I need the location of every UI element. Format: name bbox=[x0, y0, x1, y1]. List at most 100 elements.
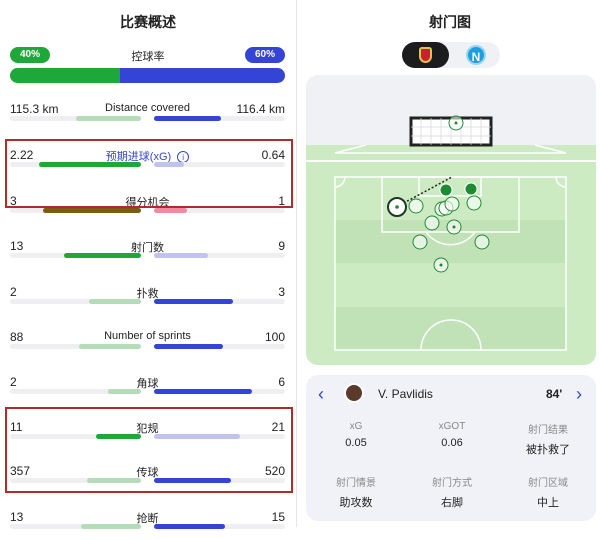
prev-shot-button[interactable]: ‹ bbox=[318, 384, 324, 404]
shot-stat-label: 射门结果 bbox=[528, 425, 568, 436]
away-bar-fill bbox=[154, 253, 208, 258]
away-value: 6 bbox=[278, 375, 285, 389]
away-bar-fill bbox=[154, 434, 241, 439]
shot-stat-label: xG bbox=[349, 421, 363, 432]
stat-label-text: 扑救 bbox=[136, 288, 159, 300]
home-bar-fill bbox=[87, 478, 141, 483]
stat-row: 13 射门数 9 bbox=[10, 239, 285, 269]
stat-row: 2 角球 6 bbox=[10, 375, 285, 405]
away-value: 116.4 km bbox=[236, 102, 285, 116]
shot-stat-value: 0.06 bbox=[441, 437, 463, 449]
on-target-dot[interactable] bbox=[395, 205, 399, 209]
away-value: 100 bbox=[264, 330, 285, 344]
shot-stat: 射门区域 中上 bbox=[500, 474, 596, 510]
home-bar-fill bbox=[38, 162, 141, 167]
home-bar-fill bbox=[79, 344, 141, 349]
next-shot-button[interactable]: › bbox=[576, 384, 582, 404]
on-target-dot[interactable] bbox=[439, 263, 443, 267]
away-value: 9 bbox=[278, 239, 285, 253]
away-value: 1 bbox=[278, 194, 285, 208]
match-overview-panel: 比赛概述 40% 控球率 60% 115.3 km Distance cover… bbox=[0, 0, 297, 529]
shot-stat-value: 被扑救了 bbox=[526, 444, 570, 456]
away-bar-fill bbox=[154, 208, 187, 213]
goal-marker[interactable] bbox=[464, 182, 478, 196]
shot-marker[interactable] bbox=[424, 215, 440, 231]
home-bar bbox=[10, 344, 141, 349]
home-bar bbox=[10, 208, 141, 213]
away-bar-fill bbox=[154, 299, 233, 304]
home-value: 11 bbox=[10, 420, 23, 434]
napoli-logo-icon: N bbox=[471, 50, 481, 64]
shot-stat-value: 助攻数 bbox=[339, 497, 373, 509]
shot-marker[interactable] bbox=[408, 198, 424, 214]
shot-stat-value: 中上 bbox=[537, 497, 559, 509]
home-bar bbox=[10, 389, 141, 394]
on-target-dot[interactable] bbox=[452, 225, 456, 229]
player-avatar bbox=[344, 383, 364, 403]
shot-marker[interactable] bbox=[474, 234, 490, 250]
shot-stat-label: 射门情景 bbox=[336, 478, 376, 489]
away-value: 520 bbox=[264, 464, 285, 478]
shotmap-title: 射门图 bbox=[429, 14, 471, 30]
home-possession-badge: 40% bbox=[10, 47, 50, 63]
stat-label-text: 预期进球(xG) bbox=[105, 151, 172, 163]
goal-marker[interactable] bbox=[439, 183, 453, 197]
home-value: 2.22 bbox=[10, 148, 34, 162]
shot-stat-value: 右脚 bbox=[441, 497, 463, 509]
stat-row: 2.22 预期进球(xG) i 0.64 bbox=[10, 148, 285, 178]
shot-detail-card: ‹ V. Pavlidis 84' › xG 0.05 xGOT 0.06 射门结果 被扑… bbox=[306, 375, 596, 521]
shot-stat: xG 0.05 bbox=[308, 421, 404, 449]
away-value: 15 bbox=[271, 510, 285, 524]
highlight-box bbox=[5, 139, 293, 208]
away-bar bbox=[154, 344, 285, 349]
away-bar bbox=[154, 299, 285, 304]
shot-marker[interactable] bbox=[466, 195, 482, 211]
home-value: 357 bbox=[10, 464, 31, 478]
home-value: 2 bbox=[10, 285, 17, 299]
home-bar bbox=[10, 116, 141, 121]
home-bar-fill bbox=[96, 434, 141, 439]
away-bar bbox=[154, 434, 285, 439]
stat-label: 抢断 bbox=[10, 510, 285, 526]
stat-label-text: Distance covered bbox=[105, 102, 190, 114]
stat-label: Distance covered bbox=[10, 102, 285, 114]
stat-label: 扑救 bbox=[10, 285, 285, 301]
home-value: 115.3 km bbox=[10, 102, 59, 116]
shot-trajectory bbox=[399, 176, 453, 206]
stat-label: 射门数 bbox=[10, 239, 285, 255]
player-name: V. Pavlidis bbox=[378, 387, 433, 401]
stat-label-text: 抢断 bbox=[136, 513, 159, 525]
shot-map-pitch bbox=[306, 75, 596, 365]
team-tab-benfica[interactable] bbox=[402, 42, 449, 68]
benfica-logo-icon bbox=[419, 47, 432, 63]
shot-map-panel: 射门图 bbox=[300, 0, 600, 527]
shot-stat: 射门方式 右脚 bbox=[404, 474, 500, 510]
home-value: 13 bbox=[10, 510, 24, 524]
stat-row: 357 传球 520 bbox=[10, 464, 285, 494]
away-possession-fill bbox=[120, 68, 285, 83]
stat-label: Number of sprints bbox=[10, 330, 285, 342]
shot-marker[interactable] bbox=[444, 196, 460, 212]
home-value: 3 bbox=[10, 194, 17, 208]
stat-row: 2 扑救 3 bbox=[10, 285, 285, 315]
on-target-dot[interactable] bbox=[454, 121, 458, 125]
possession-label: 控球率 bbox=[131, 51, 165, 63]
shot-stat-label: 射门方式 bbox=[432, 478, 472, 489]
home-bar-fill bbox=[88, 299, 141, 304]
stat-label-text: 传球 bbox=[136, 467, 159, 479]
home-value: 88 bbox=[10, 330, 24, 344]
home-bar-fill bbox=[42, 208, 141, 213]
shot-marker[interactable] bbox=[412, 234, 428, 250]
stat-row: 88 Number of sprints 100 bbox=[10, 330, 285, 360]
stat-label: 犯规 bbox=[10, 420, 285, 436]
stat-label-text: 犯规 bbox=[136, 423, 159, 435]
away-bar-fill bbox=[154, 162, 185, 167]
shot-stat: 射门情景 助攻数 bbox=[308, 474, 404, 510]
away-bar bbox=[154, 208, 285, 213]
team-toggle[interactable]: N bbox=[402, 42, 500, 68]
team-tab-napoli[interactable]: N bbox=[466, 45, 486, 65]
home-value: 13 bbox=[10, 239, 24, 253]
away-value: 3 bbox=[278, 285, 285, 299]
away-bar bbox=[154, 162, 285, 167]
shot-stat-value: 0.05 bbox=[345, 437, 367, 449]
